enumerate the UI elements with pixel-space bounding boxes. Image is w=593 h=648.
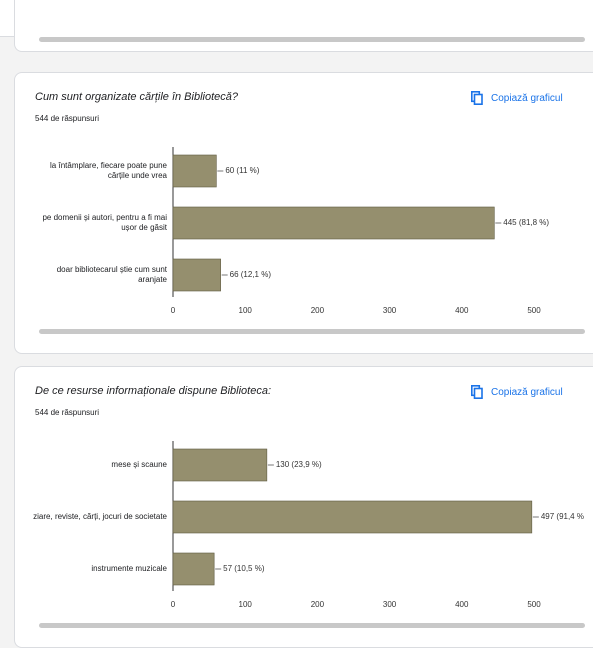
copy-chart-button[interactable]: Copiază graficul (471, 90, 563, 106)
value-label: 57 (10,5 %) (223, 564, 265, 573)
chart-subtitle: 544 de răspunsuri (35, 114, 100, 123)
copy-chart-label: Copiază graficul (491, 386, 563, 398)
copy-chart-label: Copiază graficul (491, 92, 563, 104)
bar (172, 448, 268, 482)
x-tick-label: 300 (383, 600, 397, 609)
previous-card (14, 0, 593, 52)
x-tick-label: 0 (171, 600, 176, 609)
chart: 0 100 200 300 400 500 130 (23,9 %) 497 (91,4 % 5… (171, 441, 584, 609)
bar (172, 552, 215, 586)
x-tick-label: 200 (311, 306, 325, 315)
category-label: doar bibliotecarul știe cum sunt aranjat… (56, 265, 167, 284)
copy-icon (471, 91, 483, 105)
card: De ce resurse informaționale dispune Bib… (14, 366, 593, 648)
category-label: ziare, reviste, cărți, jocuri de societa… (33, 512, 167, 521)
category-label: la întâmplare, fiecare poate pune cărțil… (50, 161, 167, 180)
value-label: 445 (81,8 %) (503, 218, 549, 227)
bar (172, 258, 221, 292)
x-tick-label: 400 (455, 600, 469, 609)
chart-title: Cum sunt organizate cărțile în Bibliotec… (35, 91, 238, 103)
bar (172, 154, 217, 188)
chart-title: De ce resurse informaționale dispune Bib… (35, 385, 272, 397)
scrollbar (39, 37, 585, 42)
bar (172, 500, 533, 534)
icon-front (473, 387, 483, 399)
chart: 0 100 200 300 400 500 60 (11 %) 445 (81,8 %) 66 … (171, 147, 549, 315)
x-tick-label: 100 (239, 600, 253, 609)
chart-subtitle: 544 de răspunsuri (35, 408, 100, 417)
value-label: 66 (12,1 %) (230, 270, 272, 279)
card: Cum sunt organizate cărțile în Bibliotec… (14, 72, 593, 354)
bar (172, 206, 495, 240)
scrollbar (39, 623, 585, 628)
x-tick-label: 400 (455, 306, 469, 315)
category-label: instrumente muzicale (91, 564, 167, 573)
x-tick-label: 100 (239, 306, 253, 315)
category-label: mese și scaune (111, 460, 167, 469)
copy-chart-button[interactable]: Copiază graficul (471, 384, 563, 400)
x-tick-label: 0 (171, 306, 176, 315)
category-label: pe domenii și autori, pentru a fi mai uș… (42, 213, 167, 232)
value-label: 130 (23,9 %) (276, 460, 322, 469)
icon-front (473, 93, 483, 105)
value-label: 497 (91,4 % (541, 512, 584, 521)
scrollbar (39, 329, 585, 334)
x-tick-label: 500 (527, 600, 541, 609)
x-tick-label: 300 (383, 306, 397, 315)
x-tick-label: 200 (311, 600, 325, 609)
value-label: 60 (11 %) (225, 166, 259, 175)
x-tick-label: 500 (527, 306, 541, 315)
copy-icon (471, 385, 483, 399)
